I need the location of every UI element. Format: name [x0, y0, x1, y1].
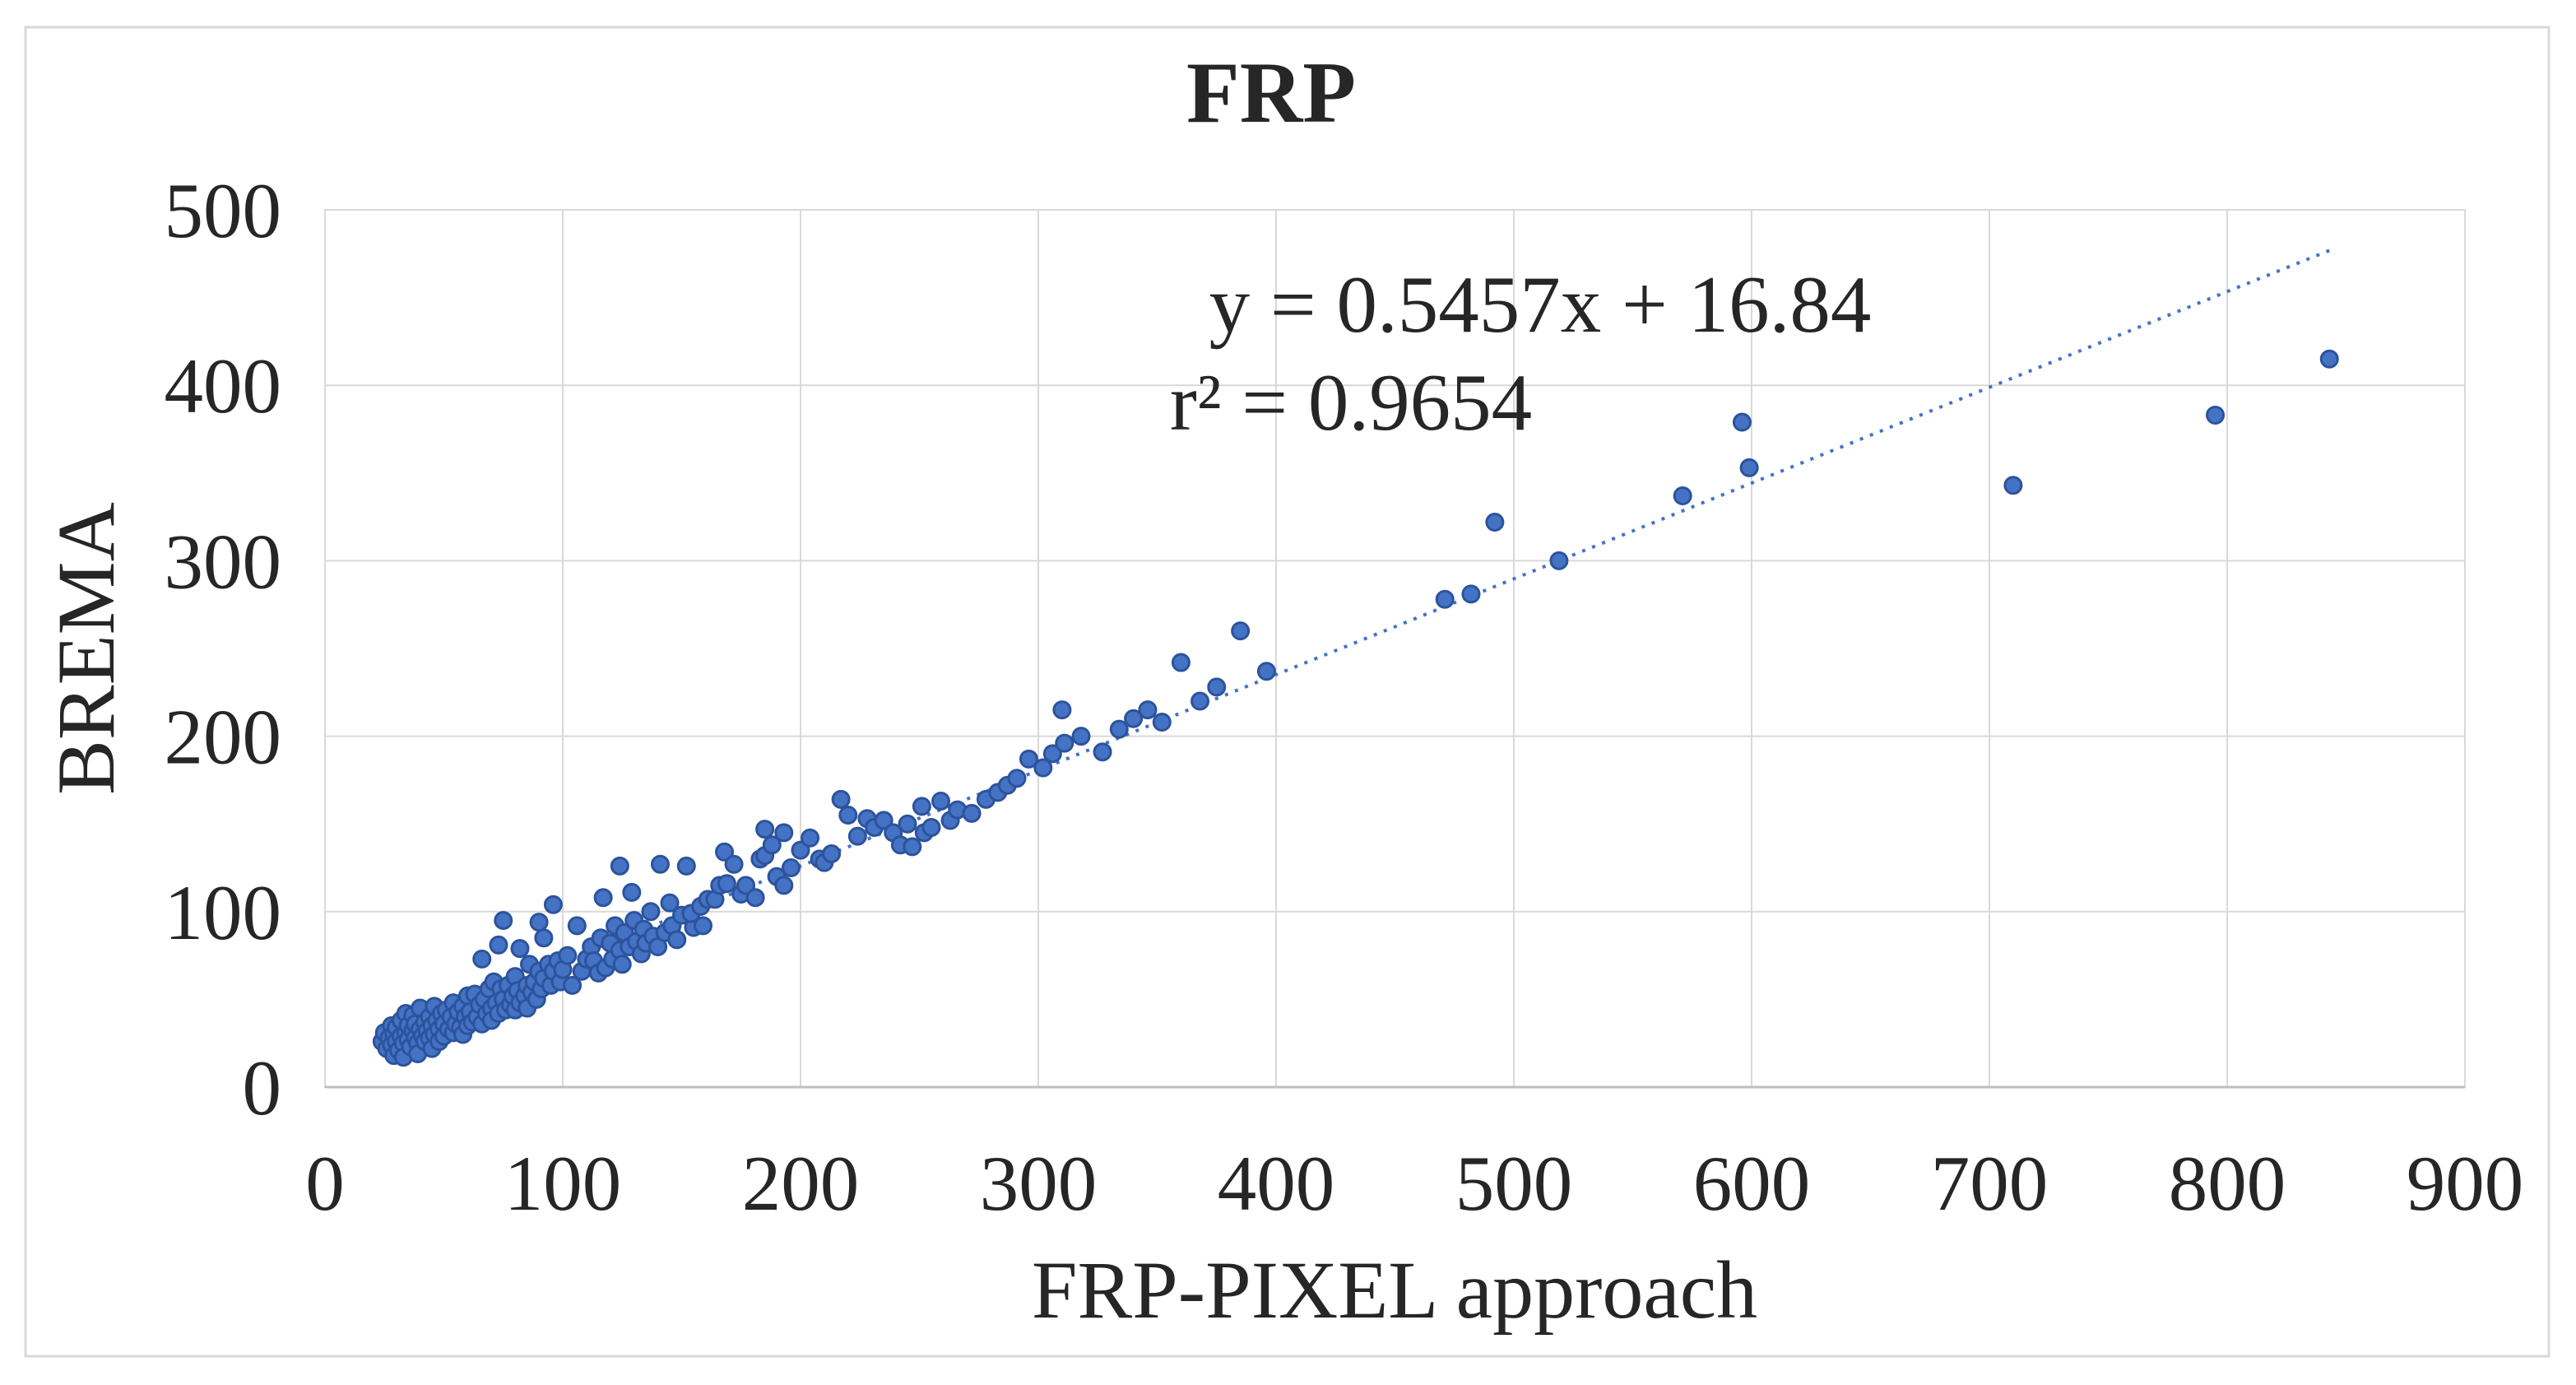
data-point: [563, 975, 583, 995]
data-point: [962, 803, 982, 823]
x-axis-tick-labels: 0 100 200 300 400 500 600 700 800 900: [305, 1140, 2523, 1227]
data-point: [1485, 512, 1505, 532]
data-point: [1055, 733, 1074, 753]
data-point: [781, 858, 801, 877]
data-point: [558, 946, 578, 965]
data-point: [1093, 742, 1112, 762]
y-axis-tick-label: 0: [243, 1044, 282, 1132]
data-point: [745, 888, 765, 908]
y-axis-title: BREMA: [40, 502, 132, 795]
data-point: [1019, 749, 1038, 769]
x-axis-tick-label: 300: [980, 1140, 1098, 1227]
data-point: [610, 856, 629, 876]
data-point: [472, 949, 492, 969]
data-point: [1033, 758, 1053, 778]
data-point: [755, 820, 775, 839]
data-point: [912, 797, 931, 816]
data-point: [774, 876, 794, 895]
data-point: [489, 935, 508, 955]
data-point: [1673, 486, 1692, 506]
data-point: [1124, 709, 1144, 728]
data-point: [529, 913, 549, 932]
data-point: [1256, 662, 1276, 681]
data-point: [736, 876, 756, 895]
x-axis-tick-label: 400: [1218, 1140, 1335, 1227]
data-point: [2003, 476, 2023, 495]
data-point: [1231, 621, 1251, 641]
data-point: [921, 817, 941, 837]
x-axis-tick-label: 900: [2407, 1140, 2524, 1227]
data-point: [2206, 405, 2226, 425]
data-point: [717, 874, 736, 894]
data-point: [1207, 677, 1227, 697]
figure-border: [24, 26, 2550, 1358]
data-point: [622, 882, 642, 902]
y-axis-tick-label: 400: [165, 342, 282, 430]
data-point: [676, 856, 696, 876]
data-point: [534, 928, 554, 948]
data-point: [660, 893, 680, 913]
data-point: [2319, 349, 2339, 369]
data-point: [1052, 700, 1072, 720]
y-axis-tick-label: 200: [165, 694, 282, 781]
x-axis-tick-label: 700: [1931, 1140, 2049, 1227]
data-point: [612, 955, 632, 974]
data-point: [667, 930, 687, 950]
chart-title: FRP: [1186, 44, 1356, 141]
data-point: [543, 895, 563, 914]
x-axis-tick-label: 200: [742, 1140, 860, 1227]
data-point: [1007, 769, 1027, 788]
y-axis-tick-label: 300: [165, 518, 282, 605]
x-axis-tick-label: 800: [2169, 1140, 2286, 1227]
data-point: [1152, 713, 1172, 732]
data-point: [831, 789, 851, 809]
data-point: [791, 840, 810, 860]
data-point: [593, 888, 613, 908]
data-point: [694, 916, 713, 936]
data-point: [715, 842, 735, 862]
data-point: [567, 916, 587, 936]
x-axis-tick-label: 500: [1455, 1140, 1573, 1227]
data-point: [510, 939, 530, 959]
data-point: [762, 835, 782, 855]
x-axis-tick-label: 100: [504, 1140, 622, 1227]
x-axis-tick-label: 0: [305, 1140, 345, 1227]
trendline-equation: y = 0.5457x + 16.84: [1209, 260, 1872, 350]
data-point: [801, 828, 820, 848]
data-point: [494, 910, 513, 930]
trendline: [391, 247, 2335, 1033]
data-point: [1435, 589, 1455, 609]
data-point: [641, 902, 661, 922]
data-point: [903, 837, 922, 857]
data-point: [898, 814, 917, 834]
data-point: [1739, 458, 1759, 477]
x-axis-title: FRP-PIXEL approach: [1032, 1244, 1757, 1336]
y-axis-tick-labels: 0 100 200 300 400 500: [165, 167, 282, 1132]
data-point: [1042, 744, 1062, 764]
data-point: [874, 811, 893, 830]
data-point: [1549, 551, 1569, 570]
x-axis-tick-label: 600: [1693, 1140, 1811, 1227]
data-point: [1138, 700, 1158, 720]
scatter-series: [372, 349, 2339, 1067]
data-point: [650, 854, 670, 874]
data-point: [724, 854, 744, 874]
y-axis-tick-label: 500: [165, 167, 282, 254]
data-point: [1461, 584, 1481, 604]
data-point: [931, 791, 951, 811]
data-point: [1732, 412, 1752, 432]
data-point: [1109, 719, 1129, 739]
data-point: [1071, 727, 1091, 746]
data-point: [847, 826, 867, 846]
data-point: [1191, 691, 1210, 711]
data-point: [1171, 653, 1191, 672]
y-axis-tick-label: 100: [165, 869, 282, 956]
data-point: [774, 823, 794, 843]
r-squared-label: r² = 0.9654: [1170, 358, 1532, 448]
data-point: [822, 844, 842, 863]
data-point: [838, 806, 858, 825]
